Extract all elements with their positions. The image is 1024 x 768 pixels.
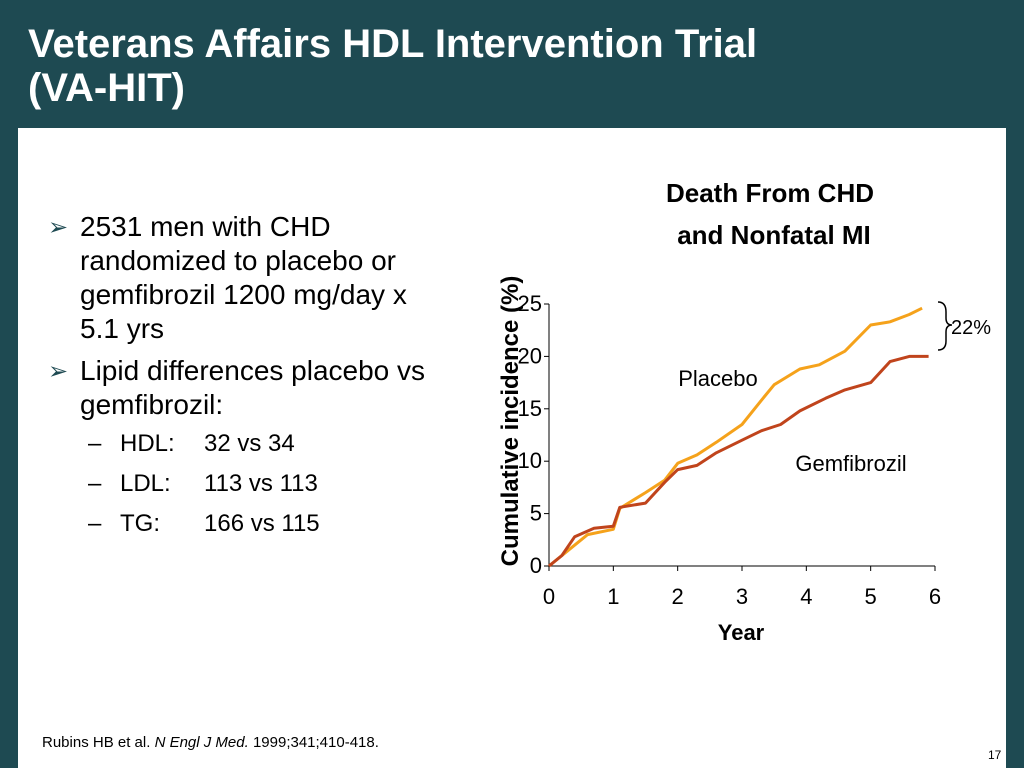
chart-series — [548, 306, 929, 568]
sub-bullet-item: – HDL: 32 vs 34 — [48, 430, 428, 458]
bullet-text: 2531 men with CHD randomized to placebo … — [80, 211, 407, 344]
bullet-text: Lipid differences placebo vs gemfibrozil… — [80, 355, 426, 420]
slide-content: ➢ 2531 men with CHD randomized to placeb… — [18, 128, 1006, 768]
chart-title-line-2: and Nonfatal MI — [677, 220, 871, 250]
arrow-bullet-icon: ➢ — [48, 357, 69, 385]
title-line-1: Veterans Affairs HDL Intervention Trial — [28, 22, 758, 66]
sub-bullet-value: 32 vs 34 — [204, 430, 295, 457]
sub-bullet-item: – LDL: 113 vs 113 — [48, 470, 428, 498]
series-label-gemfibrozil: Gemfibrozil — [795, 451, 906, 476]
y-axis-label: Cumulative incidence (%) — [497, 276, 524, 567]
sub-bullet-item: – TG: 166 vs 115 — [48, 510, 428, 538]
title-line-2: (VA-HIT) — [28, 66, 185, 110]
bullet-item: ➢ Lipid differences placebo vs gemfibroz… — [48, 354, 432, 422]
x-axis-label: Year — [718, 620, 765, 645]
chart-title-line-1: Death From CHD — [666, 178, 874, 208]
x-tick-label: 4 — [800, 584, 812, 609]
slide-header: Veterans Affairs HDL Intervention Trial … — [0, 0, 1024, 128]
y-tick-label: 20 — [518, 343, 542, 368]
difference-annotation: 22% — [951, 317, 991, 339]
y-tick-label: 5 — [530, 501, 542, 526]
y-tick-label: 10 — [518, 448, 542, 473]
sub-bullet-label: TG: — [120, 510, 160, 537]
chart-ticks: 0 5 10 15 20 25 0 1 2 3 4 5 6 — [518, 291, 942, 609]
series-label-placebo: Placebo — [678, 366, 758, 391]
citation: Rubins HB et al. N Engl J Med. 1999;341;… — [42, 734, 379, 751]
x-tick-label: 1 — [607, 584, 619, 609]
sub-bullet-label: HDL: — [120, 430, 175, 457]
dash-bullet-icon: – — [88, 510, 102, 537]
bullet-list: ➢ 2531 men with CHD randomized to placeb… — [48, 210, 428, 550]
sub-bullet-label: LDL: — [120, 470, 171, 497]
x-tick-label: 2 — [672, 584, 684, 609]
y-tick-label: 0 — [530, 553, 542, 578]
incidence-chart: Death From CHD and Nonfatal MI Cumulativ… — [497, 178, 991, 645]
sub-bullet-value: 166 vs 115 — [204, 510, 320, 537]
sub-bullet-value: 113 vs 113 — [204, 470, 318, 497]
slide-title: Veterans Affairs HDL Intervention Trial … — [28, 22, 757, 110]
dash-bullet-icon: – — [88, 430, 102, 457]
x-tick-label: 0 — [543, 584, 555, 609]
series-line-gemfibrozil — [548, 354, 929, 568]
difference-brace — [937, 301, 953, 351]
bullet-item: ➢ 2531 men with CHD randomized to placeb… — [48, 210, 432, 346]
page-number: 17 — [988, 748, 1002, 762]
x-tick-label: 3 — [736, 584, 748, 609]
x-tick-label: 5 — [865, 584, 877, 609]
citation-journal: N Engl J Med. — [154, 734, 249, 751]
citation-authors: Rubins HB et al. — [42, 734, 151, 751]
citation-details: 1999;341;410-418. — [252, 734, 379, 751]
dash-bullet-icon: – — [88, 470, 102, 497]
x-tick-label: 6 — [929, 584, 941, 609]
y-tick-label: 25 — [518, 291, 542, 316]
arrow-bullet-icon: ➢ — [48, 213, 69, 241]
y-tick-label: 15 — [518, 396, 542, 421]
